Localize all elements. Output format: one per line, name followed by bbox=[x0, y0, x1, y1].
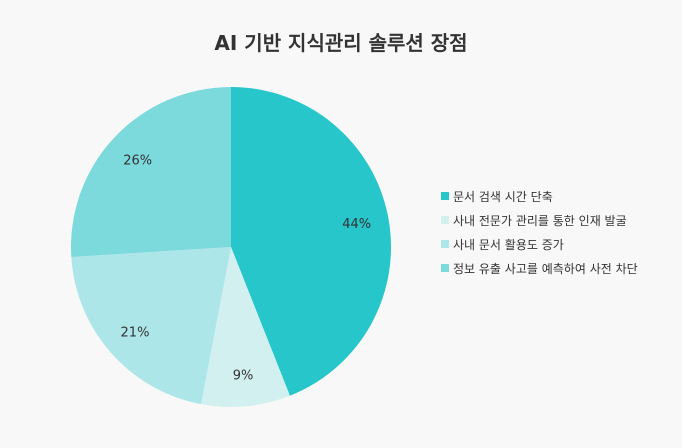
pie-slice-1 bbox=[231, 87, 392, 396]
slice-value-label-3: 21% bbox=[121, 326, 150, 341]
legend-swatch-4 bbox=[441, 264, 449, 272]
legend-label-4: 정보 유출 사고를 예측하여 사전 차단 bbox=[453, 262, 638, 276]
legend-item-1: 문서 검색 시간 단축 bbox=[441, 190, 553, 204]
legend-item-3: 사내 문서 활용도 증가 bbox=[441, 238, 564, 252]
slice-value-label-2: 9% bbox=[233, 368, 254, 383]
legend-swatch-1 bbox=[441, 192, 449, 200]
legend-label-1: 문서 검색 시간 단축 bbox=[453, 190, 553, 204]
legend-swatch-2 bbox=[441, 216, 449, 224]
legend-label-2: 사내 전문가 관리를 통한 인재 발굴 bbox=[453, 214, 627, 228]
legend-item-2: 사내 전문가 관리를 통한 인재 발굴 bbox=[441, 214, 627, 228]
pie-slice-2 bbox=[201, 247, 290, 407]
legend-label-3: 사내 문서 활용도 증가 bbox=[453, 238, 564, 252]
slice-value-label-1: 44% bbox=[342, 217, 371, 232]
pie-slice-3 bbox=[71, 247, 231, 405]
chart-title: AI 기반 지식관리 솔루션 장점 bbox=[214, 31, 467, 55]
legend-swatch-3 bbox=[441, 240, 449, 248]
pie-labels: 44% 9% 21% 26% bbox=[121, 153, 372, 383]
pie-slices bbox=[71, 87, 392, 407]
slice-value-label-4: 26% bbox=[123, 153, 152, 168]
legend-item-4: 정보 유출 사고를 예측하여 사전 차단 bbox=[441, 262, 638, 276]
pie-slice-4 bbox=[71, 87, 231, 258]
